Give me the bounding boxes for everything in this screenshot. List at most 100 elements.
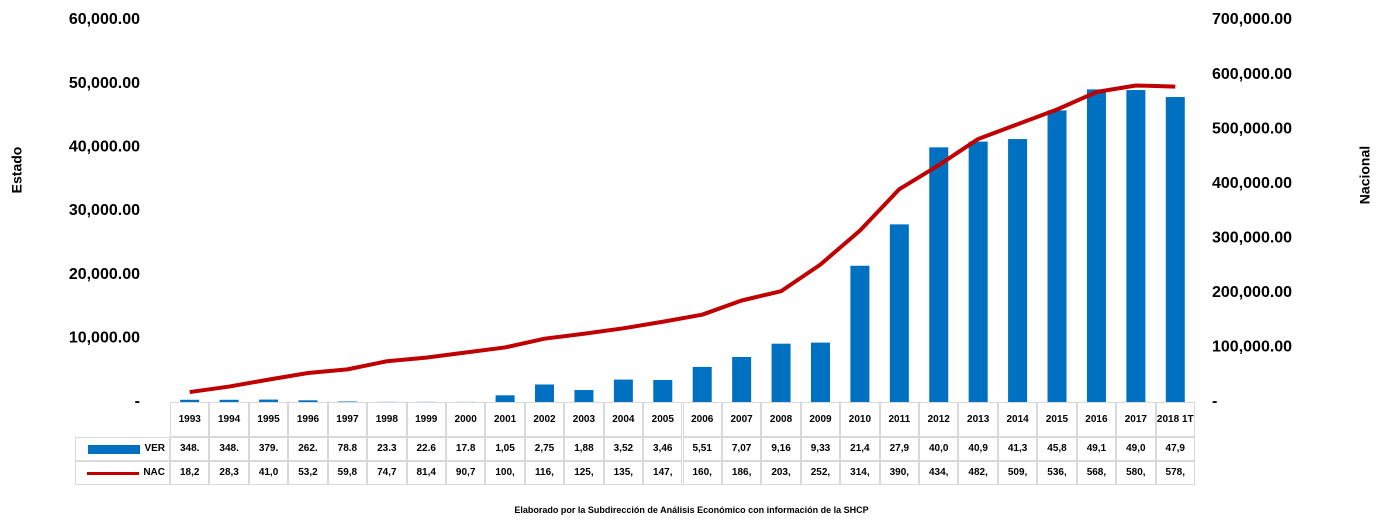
- legend-swatch: [88, 444, 141, 454]
- bar: [929, 147, 949, 402]
- table-value: 348.: [170, 437, 210, 461]
- table-value: 434,: [919, 461, 959, 485]
- table-value: 379.: [248, 437, 289, 461]
- bar: [574, 390, 594, 402]
- table-value: 40,0: [919, 437, 959, 461]
- table-value: 262.: [288, 437, 328, 461]
- category-label: 2017: [1116, 402, 1156, 437]
- table-value: 580,: [1116, 461, 1156, 485]
- category-label: 2015: [1037, 402, 1077, 437]
- bar: [1126, 90, 1146, 403]
- category-label: 2013: [958, 402, 998, 437]
- category-label: 1998: [367, 402, 407, 437]
- table-value: 49,0: [1116, 437, 1156, 461]
- category-label: 2012: [919, 402, 959, 437]
- y2-tick-label: 400,000.00: [1212, 175, 1292, 192]
- y2-tick-label: 300,000.00: [1212, 230, 1292, 247]
- bar: [889, 224, 909, 402]
- table-value: 125,: [564, 461, 604, 485]
- category-label: 2010: [840, 402, 880, 437]
- table-value: 40,9: [958, 437, 998, 461]
- table-value: 41,0: [248, 461, 289, 485]
- bar: [1165, 97, 1185, 402]
- legend-entry: NAC: [75, 461, 170, 485]
- table-value: 49,1: [1076, 437, 1117, 461]
- table-value: 17.8: [445, 437, 486, 461]
- category-label: 2009: [800, 402, 841, 437]
- table-value: 59,8: [327, 461, 368, 485]
- y2-tick-label: 700,000.00: [1212, 11, 1292, 28]
- category-label: 2006: [682, 402, 722, 437]
- category-label: 2014: [997, 402, 1038, 437]
- table-value: 47,9: [1155, 437, 1195, 461]
- bar: [732, 356, 752, 402]
- category-label: 1996: [288, 402, 328, 437]
- table-value: 135,: [603, 461, 644, 485]
- table-value: 3,46: [643, 437, 683, 461]
- table-value: 2,75: [524, 437, 565, 461]
- bar: [810, 342, 830, 402]
- y-axis-label: Estado: [9, 147, 25, 194]
- table-value: 45,8: [1037, 437, 1077, 461]
- bar: [180, 399, 200, 402]
- y-tick-label: 20,000.00: [69, 266, 140, 283]
- table-value: 160,: [682, 461, 722, 485]
- y-tick-label: 10,000.00: [69, 330, 140, 347]
- table-value: 21,4: [840, 437, 880, 461]
- table-value: 390,: [879, 461, 920, 485]
- category-label: 2016: [1076, 402, 1117, 437]
- table-value: 78.8: [327, 437, 368, 461]
- table-value: 100,: [485, 461, 525, 485]
- table-value: 7,07: [721, 437, 762, 461]
- category-label: 2007: [721, 402, 762, 437]
- table-value: 28,3: [209, 461, 249, 485]
- table-value: 74,7: [367, 461, 407, 485]
- category-label: 2002: [524, 402, 565, 437]
- bar: [968, 141, 988, 402]
- table-value: 509,: [997, 461, 1038, 485]
- category-label: 2011: [879, 402, 920, 437]
- table-value: 116,: [524, 461, 565, 485]
- category-label: 1995: [248, 402, 289, 437]
- legend-label: NAC: [143, 467, 165, 478]
- table-value: 186,: [721, 461, 762, 485]
- y-tick-label: 50,000.00: [69, 75, 140, 92]
- bar: [298, 400, 318, 402]
- bar: [535, 384, 555, 402]
- category-label: 2004: [603, 402, 644, 437]
- bar: [653, 379, 673, 402]
- bar: [219, 399, 239, 402]
- category-label: 1993: [170, 402, 210, 437]
- category-label: 1999: [406, 402, 446, 437]
- legend-swatch: [87, 471, 140, 475]
- category-label: 2003: [564, 402, 604, 437]
- bar: [613, 379, 633, 402]
- table-value: 482,: [958, 461, 998, 485]
- table-value: 41,3: [997, 437, 1038, 461]
- table-value: 22.6: [406, 437, 446, 461]
- bar: [495, 395, 515, 402]
- table-value: 23.3: [367, 437, 407, 461]
- table-value: 18,2: [170, 461, 210, 485]
- y2-tick-label: 600,000.00: [1212, 66, 1292, 83]
- table-value: 147,: [643, 461, 683, 485]
- y-tick-label: 40,000.00: [69, 139, 140, 156]
- bar: [337, 401, 357, 402]
- line: [189, 83, 1176, 395]
- bar: [850, 265, 870, 402]
- table-value: 53,2: [288, 461, 328, 485]
- bar: [259, 399, 279, 402]
- category-label: 2005: [643, 402, 683, 437]
- table-value: 9,16: [761, 437, 801, 461]
- category-label: 2018 1T: [1155, 402, 1195, 437]
- category-label: 2008: [761, 402, 801, 437]
- legend-label: VER: [144, 443, 165, 454]
- y-tick-label: 60,000.00: [69, 11, 140, 28]
- table-value: 3,52: [603, 437, 644, 461]
- table-value: 568,: [1076, 461, 1117, 485]
- table-value: 9,33: [800, 437, 841, 461]
- table-value: 27,9: [879, 437, 920, 461]
- bar: [771, 343, 791, 402]
- legend-entry: VER: [75, 437, 170, 461]
